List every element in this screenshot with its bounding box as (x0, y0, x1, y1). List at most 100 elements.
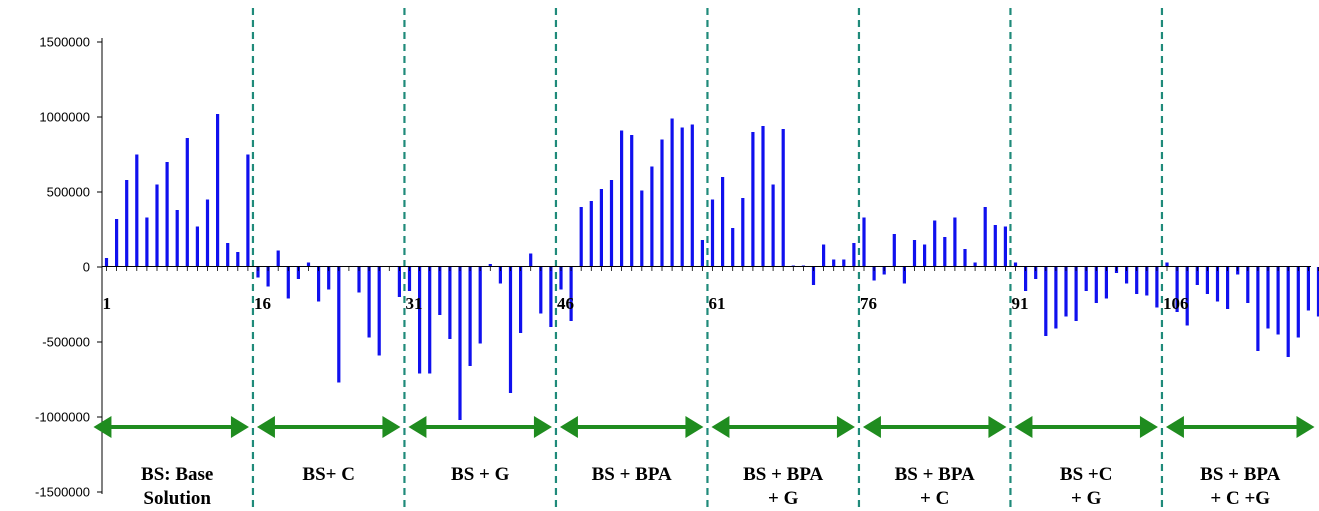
bar (660, 139, 664, 267)
bar (710, 199, 715, 267)
bar-series (104, 114, 1319, 420)
bar (1296, 267, 1300, 338)
x-tick-label: 106 (1163, 294, 1189, 313)
bar (357, 267, 361, 293)
y-tick-label: -1500000 (35, 485, 90, 500)
bar (1135, 267, 1139, 294)
bar (862, 217, 866, 267)
x-tick-label: 1 (103, 294, 112, 313)
bar (620, 130, 624, 267)
y-tick-label: 500000 (47, 185, 90, 200)
bar (1316, 267, 1319, 317)
bar (983, 207, 987, 267)
bar (599, 189, 603, 267)
bar (731, 228, 735, 267)
bar (397, 267, 401, 297)
bar (296, 267, 300, 279)
x-tick-label: 46 (557, 294, 574, 313)
bar (377, 267, 381, 356)
bar (1064, 267, 1068, 317)
section-arrow (862, 416, 1007, 438)
y-axis-ticks: 1500000 1000000 500000 0 -500000 -1000000 -150… (35, 35, 102, 500)
bar (256, 267, 260, 278)
bar (135, 154, 139, 267)
y-tick-label: 1000000 (39, 110, 90, 125)
bar (609, 180, 614, 267)
bar (165, 162, 169, 267)
section-label: BS: Base Solution (141, 464, 213, 509)
x-axis-ticks: 1 16 31 46 61 76 91 106 (103, 267, 1319, 313)
bar (559, 267, 563, 290)
bar (933, 220, 937, 267)
bar (1034, 267, 1038, 279)
bar (1044, 267, 1048, 336)
bar (852, 243, 856, 267)
x-tick-label: 16 (254, 294, 271, 313)
bar (539, 267, 543, 314)
bar (458, 267, 462, 420)
section-label: BS + BPA + G (743, 464, 823, 509)
bar (529, 253, 533, 267)
bar (781, 129, 785, 267)
bar (498, 267, 502, 284)
section-label: BS + BPA + C +G (1200, 464, 1280, 509)
bar (1215, 267, 1220, 302)
bar (104, 258, 109, 267)
bar (407, 267, 412, 291)
bar (1226, 267, 1230, 309)
bar (125, 180, 129, 267)
bar (246, 154, 250, 267)
bar (216, 114, 220, 267)
bar (943, 237, 947, 267)
axes (101, 38, 1311, 494)
bar (1175, 267, 1179, 312)
bar (327, 267, 331, 290)
bar (912, 240, 917, 267)
bar (630, 135, 634, 267)
bar (549, 267, 553, 327)
bar (761, 126, 765, 267)
bar (1276, 267, 1280, 335)
y-tick-label: 0 (83, 260, 90, 275)
bar (1165, 262, 1169, 267)
bar (175, 210, 179, 267)
bar (226, 243, 230, 267)
bar (953, 217, 957, 267)
bar (266, 267, 270, 287)
bar (317, 267, 321, 302)
bar (993, 225, 997, 267)
bar (1013, 262, 1018, 267)
section-arrow (93, 416, 249, 438)
x-tick-label: 91 (1012, 294, 1029, 313)
bar (650, 166, 654, 267)
bar (902, 267, 906, 284)
bar (741, 198, 745, 267)
bar (1286, 267, 1290, 357)
bar (1104, 267, 1108, 299)
bar (1074, 267, 1078, 321)
bar (1145, 267, 1149, 296)
bar (508, 267, 513, 393)
x-tick-label: 31 (406, 294, 423, 313)
bar (337, 267, 341, 383)
bar (973, 262, 977, 267)
bar (700, 240, 704, 267)
bar (1205, 267, 1209, 294)
bar (468, 267, 472, 366)
bar (276, 250, 280, 267)
bar (751, 132, 755, 267)
bar (1003, 226, 1007, 267)
bar (115, 219, 119, 267)
bar (488, 264, 492, 267)
bar (579, 207, 583, 267)
bar (1094, 267, 1098, 303)
bar (1084, 267, 1088, 291)
bar (589, 201, 593, 267)
bar (832, 259, 836, 267)
bar (1266, 267, 1270, 329)
section-arrow (711, 416, 855, 438)
bar (195, 226, 199, 267)
bar (1155, 267, 1159, 308)
bar (569, 267, 573, 321)
section-arrow (1014, 416, 1158, 438)
